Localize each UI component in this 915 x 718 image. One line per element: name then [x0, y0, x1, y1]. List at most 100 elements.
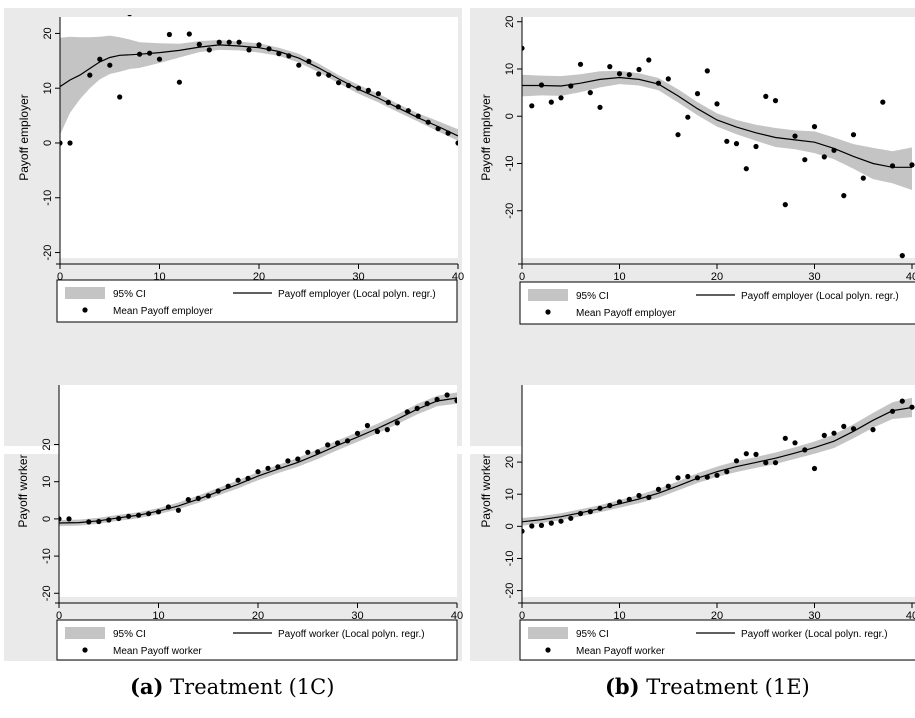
y-tick-label: 10 [42, 82, 54, 94]
data-point [256, 42, 262, 48]
chart-panel-3: -20 -10 0 10 20 0 10 20 30 40 Payoff worker 95% CI P… [4, 385, 463, 661]
data-point [66, 516, 72, 522]
data-point [175, 507, 181, 513]
data-point [404, 409, 410, 415]
data-point [704, 474, 710, 480]
legend-ci-label: 95% CI [576, 291, 609, 302]
data-point [325, 442, 331, 448]
data-point [106, 517, 112, 523]
x-tick-label: 30 [808, 610, 820, 622]
data-point [802, 157, 808, 163]
data-point [646, 494, 652, 500]
data-point [587, 90, 593, 96]
data-point [529, 103, 535, 109]
data-point [831, 430, 837, 436]
y-tick-label: -20 [504, 583, 516, 599]
data-point [117, 94, 123, 100]
data-point [384, 427, 390, 433]
y-tick-label: 20 [504, 16, 516, 28]
data-point [704, 68, 710, 74]
data-point [694, 475, 701, 481]
y-tick-label: -20 [504, 203, 516, 219]
data-point [522, 528, 525, 534]
legend-ci-label: 95% CI [113, 289, 146, 300]
data-point [156, 56, 163, 62]
data-point [424, 401, 430, 407]
legend-mean-label: Mean Payoff employer [576, 308, 677, 319]
y-tick-label: -10 [42, 190, 54, 206]
data-point [694, 91, 701, 97]
plot-content [522, 45, 915, 259]
data-point [455, 140, 458, 146]
data-point [374, 428, 380, 435]
data-point [821, 154, 827, 160]
data-point [116, 515, 122, 522]
y-tick-label: -20 [42, 245, 54, 261]
x-tick-label: 20 [711, 271, 723, 283]
data-point [597, 104, 603, 110]
data-point [792, 133, 798, 139]
x-tick-label: 30 [351, 610, 363, 622]
data-point [714, 472, 720, 478]
data-point [685, 473, 691, 480]
data-point [763, 460, 769, 466]
data-point [568, 515, 574, 521]
legend-ci-swatch [65, 287, 105, 299]
data-point [753, 143, 759, 150]
y-tick-label: 20 [41, 438, 53, 450]
ci-band [59, 392, 457, 526]
data-point [316, 71, 322, 77]
data-point [841, 193, 847, 199]
data-point [753, 451, 759, 457]
data-point [206, 47, 212, 53]
legend-mean-label: Mean Payoff worker [113, 646, 202, 657]
data-point [165, 504, 171, 510]
data-point [87, 72, 93, 78]
legend-mean-swatch [82, 647, 88, 653]
data-point [909, 162, 915, 168]
y-tick-label: 0 [504, 523, 516, 529]
y-tick-label: 10 [41, 476, 53, 488]
data-point [743, 166, 749, 172]
data-point [772, 460, 779, 466]
data-point [870, 427, 876, 433]
data-point [275, 464, 281, 470]
data-point [265, 465, 271, 471]
data-point [782, 202, 788, 208]
data-point [802, 447, 808, 453]
x-tick-label: 30 [808, 271, 820, 283]
data-point [186, 31, 192, 37]
x-tick-label: 40 [906, 271, 915, 283]
fit-line [60, 44, 458, 137]
data-point [235, 477, 241, 483]
legend-box [56, 619, 458, 661]
data-point [646, 57, 652, 63]
y-tick-label: -10 [504, 551, 516, 567]
data-point [394, 420, 400, 426]
legend-mean-swatch [82, 307, 88, 313]
data-point [714, 101, 720, 107]
data-point [636, 492, 642, 499]
plot-content [522, 397, 915, 534]
data-point [97, 56, 103, 62]
data-point [415, 113, 421, 119]
caption-b-letter: (b) [605, 674, 640, 699]
legend-ci-label: 95% CI [113, 629, 146, 640]
data-point [665, 76, 671, 82]
data-point [107, 62, 113, 68]
data-point [137, 51, 143, 57]
data-point [245, 475, 251, 481]
data-point [126, 513, 132, 519]
data-point [860, 175, 866, 181]
data-point [414, 405, 420, 411]
data-point [538, 522, 545, 529]
data-point [136, 512, 142, 518]
legend: 95% CI Payoff employer (Local polyn. regr… [519, 281, 915, 325]
x-tick-label: 10 [613, 271, 625, 283]
data-point [375, 91, 381, 97]
data-point [577, 510, 584, 517]
data-point [395, 104, 401, 110]
data-point [59, 516, 62, 522]
data-point [850, 132, 857, 138]
